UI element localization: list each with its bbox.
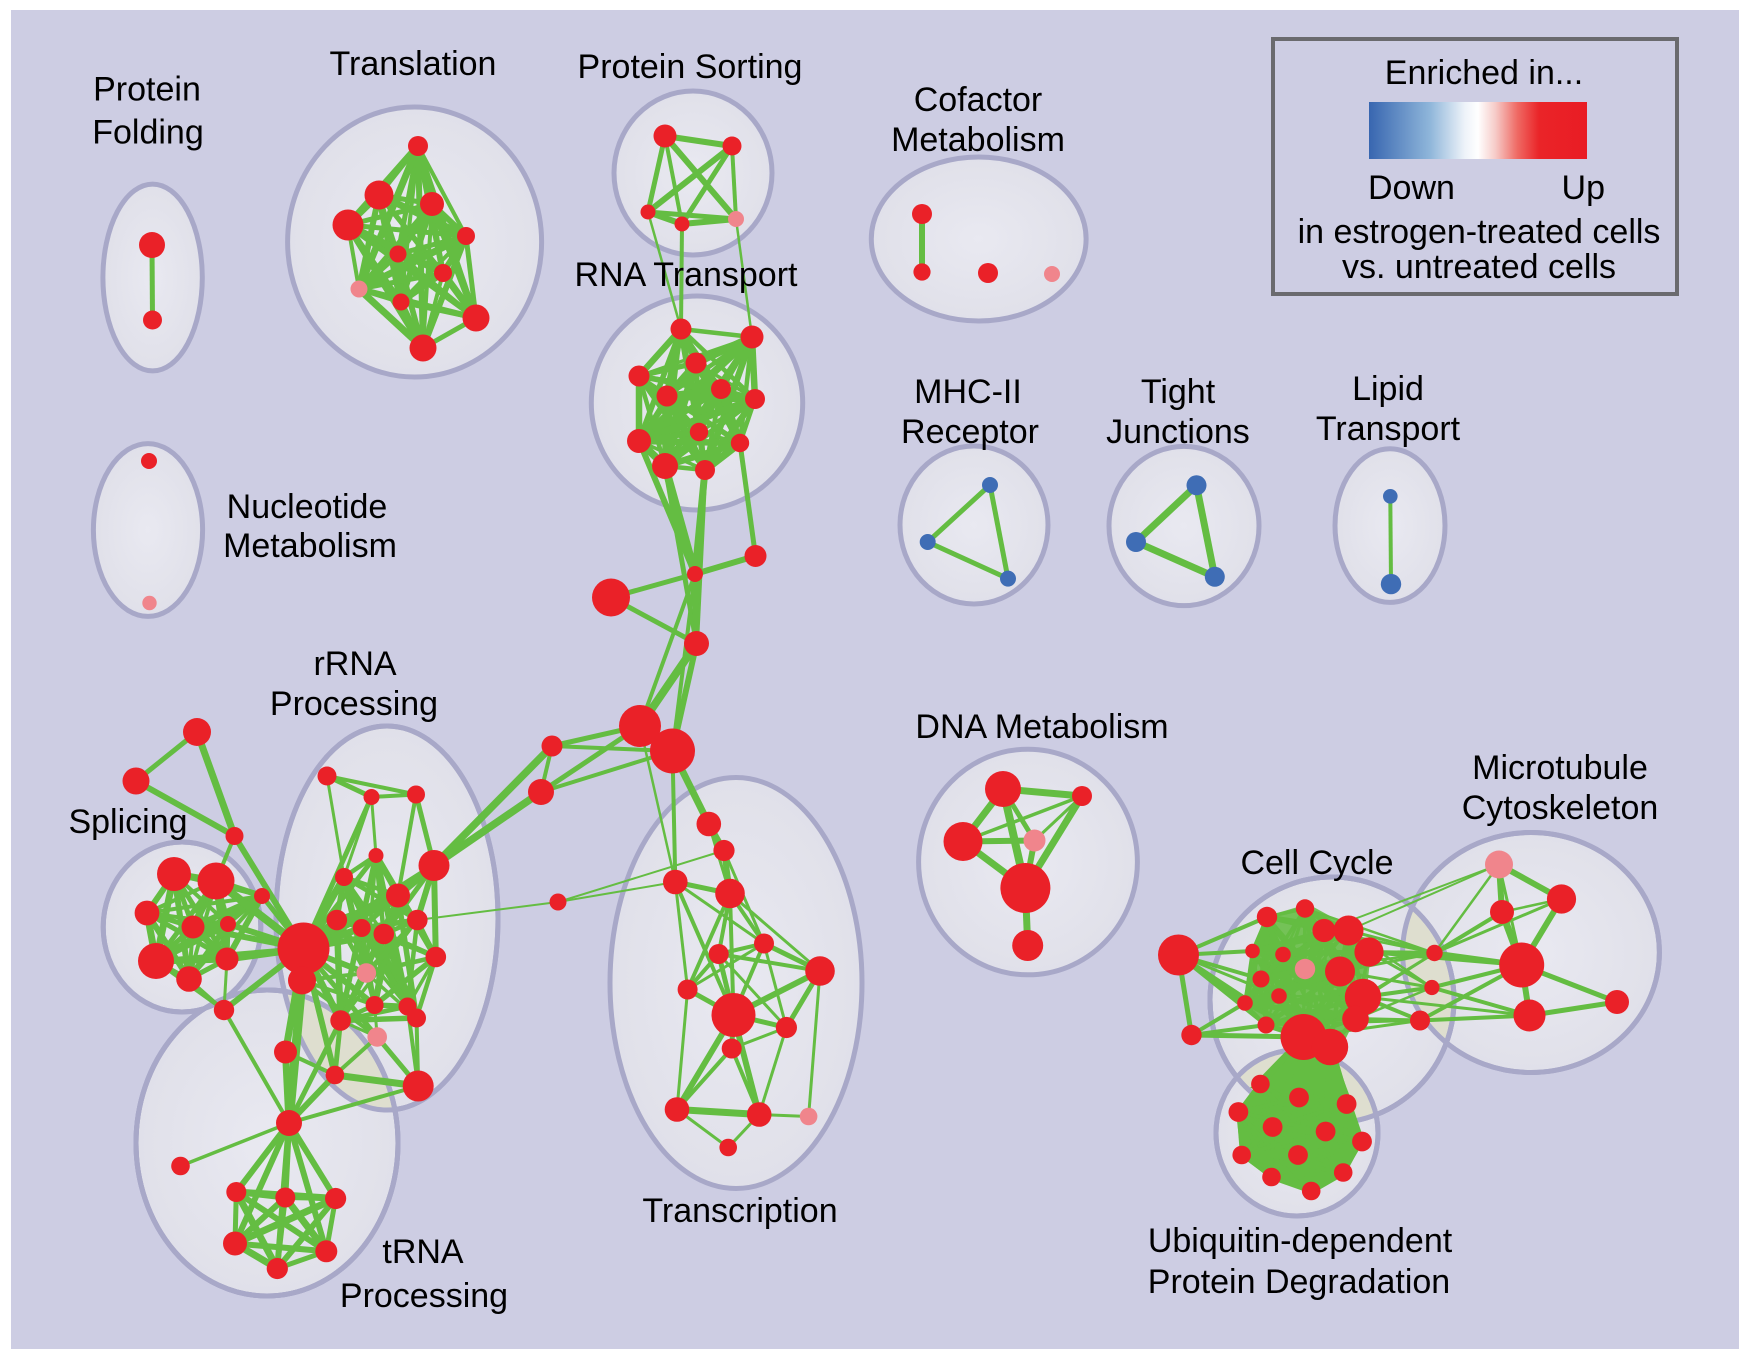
svg-text:RNA Transport: RNA Transport [575, 256, 799, 294]
svg-text:rRNA: rRNA [313, 645, 396, 683]
svg-text:Enriched in...: Enriched in... [1385, 54, 1583, 92]
svg-text:Processing: Processing [270, 685, 438, 723]
svg-text:Junctions: Junctions [1106, 413, 1250, 451]
svg-text:Splicing: Splicing [68, 803, 187, 841]
svg-text:Transport: Transport [1316, 410, 1461, 448]
svg-text:DNA Metabolism: DNA Metabolism [915, 708, 1168, 746]
svg-text:Processing: Processing [340, 1277, 508, 1315]
svg-text:Up: Up [1562, 169, 1605, 207]
svg-text:Metabolism: Metabolism [223, 527, 397, 565]
svg-text:Nucleotide: Nucleotide [227, 488, 388, 526]
svg-text:tRNA: tRNA [382, 1233, 464, 1271]
svg-text:Receptor: Receptor [901, 413, 1039, 451]
svg-text:Protein Sorting: Protein Sorting [578, 48, 803, 86]
svg-text:Cytoskeleton: Cytoskeleton [1462, 789, 1659, 827]
svg-text:Protein Degradation: Protein Degradation [1148, 1263, 1450, 1301]
svg-text:Protein: Protein [93, 71, 201, 109]
svg-text:Lipid: Lipid [1352, 370, 1424, 408]
svg-text:Microtubule: Microtubule [1472, 749, 1648, 787]
svg-text:in estrogen-treated cells: in estrogen-treated cells [1298, 213, 1661, 251]
svg-text:vs. untreated cells: vs. untreated cells [1342, 248, 1616, 286]
svg-text:Cofactor: Cofactor [914, 81, 1043, 119]
svg-text:Down: Down [1368, 169, 1455, 207]
svg-text:Cell Cycle: Cell Cycle [1240, 844, 1393, 882]
svg-text:MHC-II: MHC-II [914, 373, 1022, 411]
svg-text:Tight: Tight [1141, 373, 1216, 411]
svg-text:Transcription: Transcription [642, 1192, 837, 1230]
svg-text:Folding: Folding [92, 114, 204, 152]
svg-text:Translation: Translation [330, 45, 497, 83]
svg-text:Ubiquitin-dependent: Ubiquitin-dependent [1148, 1222, 1453, 1260]
svg-text:Metabolism: Metabolism [891, 121, 1065, 159]
